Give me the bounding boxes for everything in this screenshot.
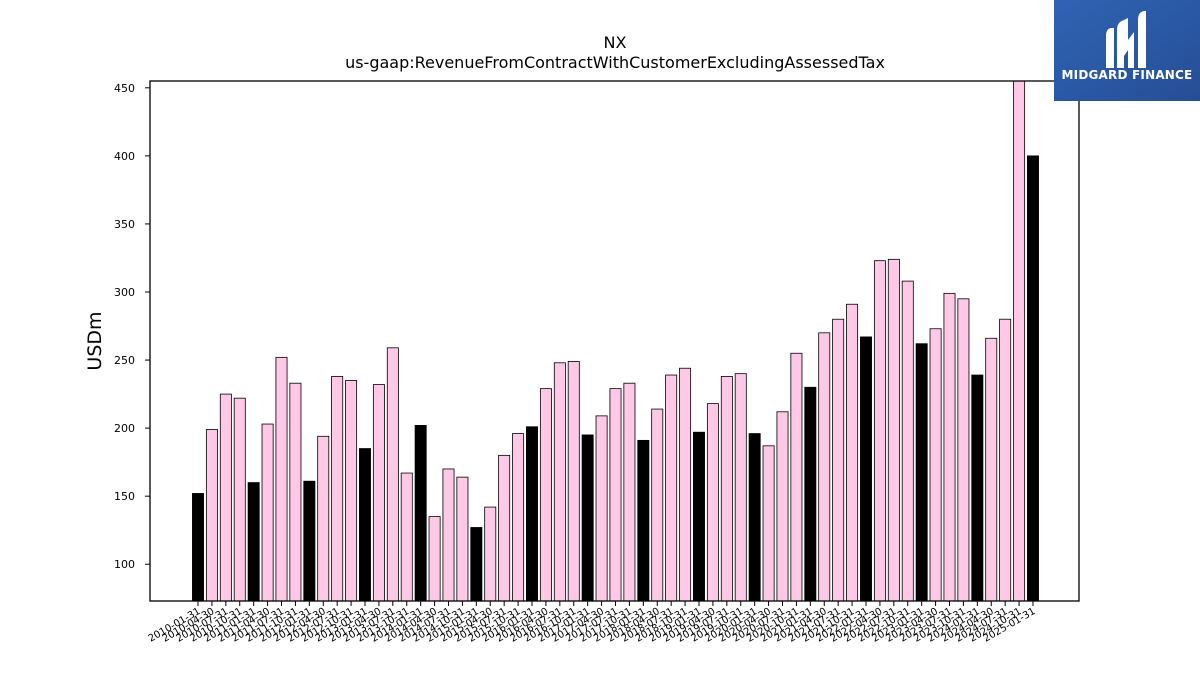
- chart-title: NX: [604, 33, 627, 52]
- y-tick-label: 150: [114, 490, 135, 503]
- bar-2015-04-30: [484, 506, 497, 602]
- bar-2015-07-31: [498, 454, 511, 602]
- y-tick-label: 350: [114, 218, 135, 231]
- bar-2019-07-31: [720, 375, 733, 602]
- bar-2013-10-31: [400, 472, 413, 602]
- midgard-m-logo-icon: [1054, 0, 1200, 101]
- bar-2020-01-31: [748, 433, 761, 602]
- bar-2021-10-31: [846, 303, 859, 602]
- bar-2014-10-31: [456, 476, 469, 602]
- bar-2020-04-30: [762, 445, 775, 602]
- bar-2024-04-30: [985, 337, 998, 602]
- y-tick-label: 100: [114, 558, 135, 571]
- bar-2010-10-31: [233, 397, 246, 602]
- bar-2010-01-31: [192, 493, 204, 602]
- bar-2020-10-31: [790, 352, 803, 602]
- bar-2012-04-30: [317, 435, 330, 602]
- bar-2012-01-31: [303, 480, 316, 602]
- bar-2024-07-31: [999, 318, 1012, 602]
- bar-2016-10-31: [567, 361, 580, 602]
- bar-2011-07-31: [275, 356, 288, 602]
- bar-2021-04-30: [818, 332, 831, 602]
- bar-2023-07-31: [943, 292, 956, 602]
- bar-2013-04-30: [372, 384, 385, 602]
- bar-2022-04-30: [873, 260, 886, 602]
- chart-subtitle: us-gaap:RevenueFromContractWithCustomerE…: [345, 53, 885, 72]
- bar-2024-01-31: [971, 374, 984, 602]
- bar-2017-01-31: [581, 434, 594, 602]
- bar-2012-07-31: [331, 375, 344, 602]
- bar-2016-01-31: [526, 426, 538, 602]
- y-tick-label: 400: [114, 150, 135, 163]
- bar-2014-04-30: [428, 516, 441, 602]
- bar-2019-04-30: [706, 403, 719, 602]
- bar-2025-01-31: [1027, 155, 1039, 602]
- bar-2015-01-31: [470, 527, 483, 602]
- bar-2011-10-31: [289, 382, 302, 602]
- midgard-finance-logo: MIDGARD FINANCE: [1054, 0, 1200, 101]
- bar-2020-07-31: [776, 411, 789, 602]
- bar-2018-07-31: [665, 374, 678, 602]
- bar-2012-10-31: [345, 380, 358, 602]
- bar-2017-04-30: [595, 415, 608, 602]
- bar-2021-01-31: [804, 386, 817, 602]
- bar-2016-07-31: [553, 362, 566, 602]
- bar-2019-01-31: [693, 431, 705, 602]
- bar-2022-01-31: [860, 336, 872, 602]
- bar-2017-10-31: [623, 382, 636, 602]
- bar-2018-10-31: [679, 367, 692, 602]
- y-axis: 100 150 200 250 300 350 400 450: [114, 82, 150, 571]
- bar-2013-01-31: [359, 448, 371, 602]
- logo-text: MIDGARD FINANCE: [1061, 68, 1193, 82]
- x-axis: 2010-01-312010-04-302010-07-312010-10-31…: [147, 601, 1038, 645]
- bar-2022-10-31: [901, 280, 914, 602]
- bar-2015-10-31: [512, 433, 525, 602]
- bar-2016-04-30: [539, 388, 552, 602]
- plot-frame: [149, 80, 1080, 602]
- bar-2023-01-31: [915, 343, 928, 602]
- bars-group: [192, 80, 1039, 602]
- bar-2024-10-31: [1013, 80, 1026, 602]
- bar-2023-10-31: [957, 298, 970, 602]
- y-axis-label: USDm: [84, 311, 106, 370]
- y-tick-label: 250: [114, 354, 135, 367]
- bar-2021-07-31: [832, 318, 845, 602]
- bar-2019-10-31: [734, 373, 747, 602]
- bar-2018-04-30: [651, 408, 664, 602]
- y-tick-label: 300: [114, 286, 135, 299]
- bar-2023-04-30: [929, 328, 942, 602]
- bar-2010-04-30: [205, 429, 218, 602]
- bar-2014-07-31: [442, 468, 455, 602]
- bar-2022-07-31: [887, 258, 900, 602]
- bar-2011-04-30: [261, 423, 274, 602]
- bar-2011-01-31: [247, 482, 260, 602]
- bar-2017-07-31: [609, 388, 622, 602]
- bar-2018-01-31: [637, 439, 650, 602]
- bar-2014-01-31: [414, 424, 427, 602]
- bar-2013-07-31: [386, 347, 399, 602]
- y-tick-label: 200: [114, 422, 135, 435]
- bar-2010-07-31: [219, 393, 232, 602]
- y-tick-label: 450: [114, 82, 135, 95]
